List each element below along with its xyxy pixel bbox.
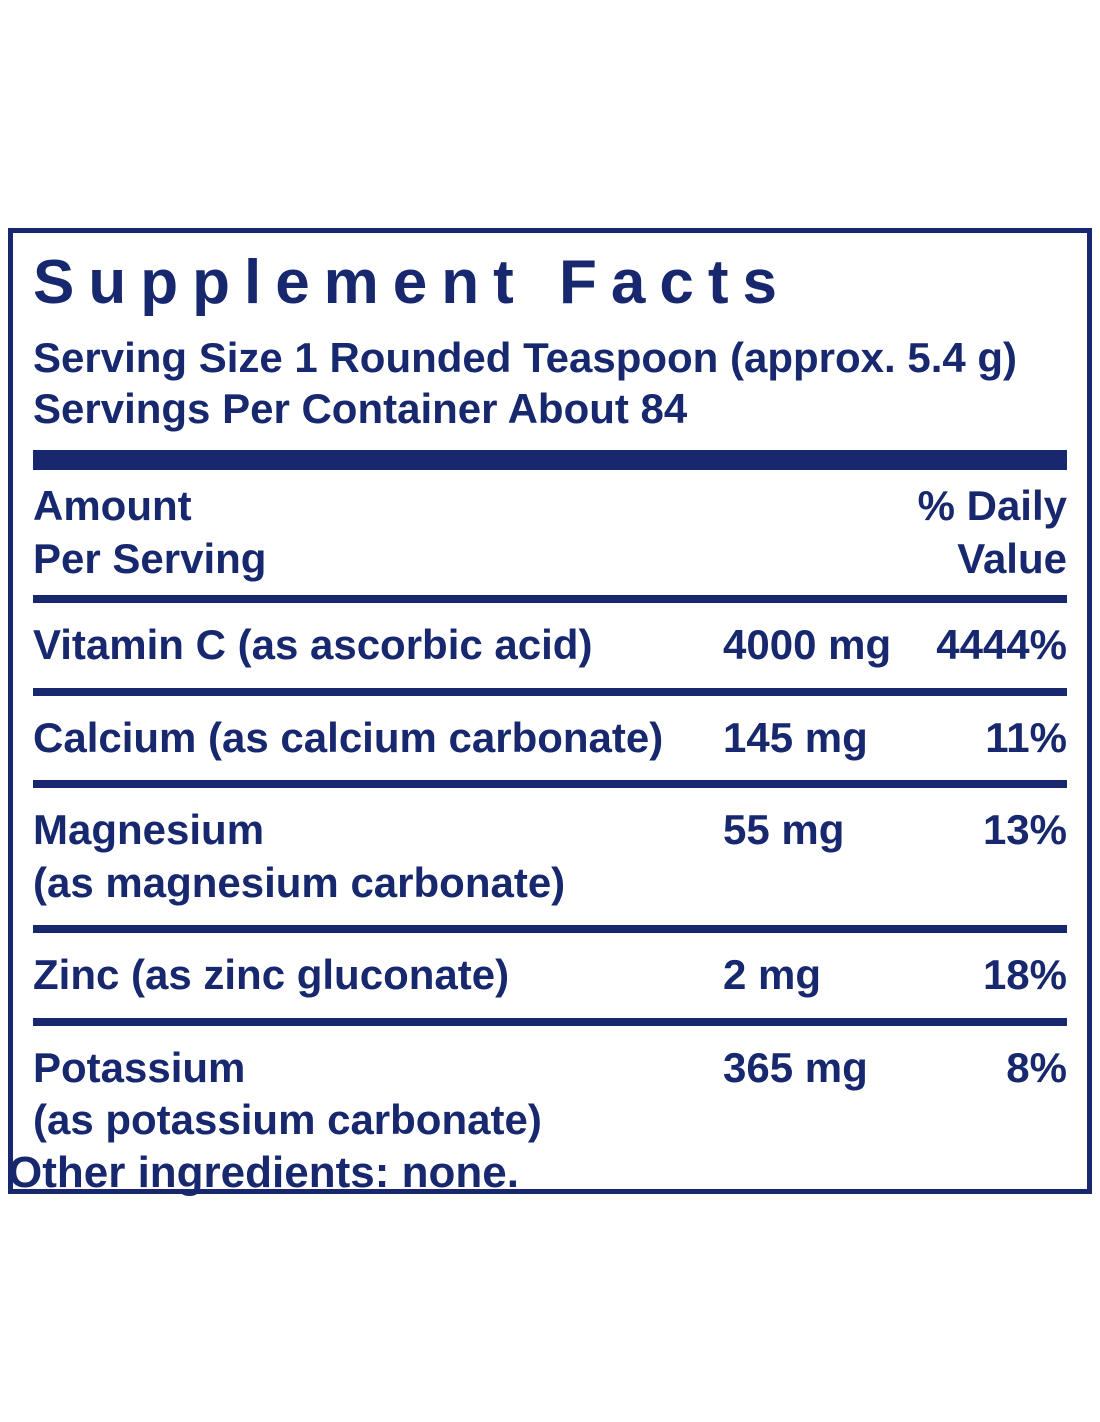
column-header-row: Amount Per Serving % Daily Value — [33, 476, 1067, 595]
nutrient-name-line1: Magnesium — [33, 806, 265, 854]
nutrient-amount: 55 mg — [723, 806, 845, 854]
nutrient-name-line1: Potassium — [33, 1043, 246, 1091]
nutrient-daily-value: 18% — [982, 951, 1067, 999]
nutrient-name-line2: (as potassium carbonate) — [33, 1096, 542, 1144]
nutrient-name-line1: Calcium (as calcium carbonate) — [33, 713, 664, 761]
serving-size-text: Serving Size 1 Rounded Teaspoon (approx.… — [33, 334, 1018, 381]
other-ingredients-text: Other ingredients: none. — [8, 1148, 519, 1197]
table-row: Magnesium (as magnesium carbonate) 55 mg… — [33, 788, 1067, 925]
table-row: Vitamin C (as ascorbic acid) 4000 mg 444… — [33, 603, 1067, 688]
table-row: Potassium (as potassium carbonate) 365 m… — [33, 1026, 1067, 1163]
nutrient-name-line1: Zinc (as zinc gluconate) — [33, 951, 510, 999]
nutrient-daily-value: 4444% — [936, 621, 1067, 669]
separator-double-line — [33, 1017, 1067, 1026]
nutrient-amount: 4000 mg — [723, 621, 892, 669]
header-thick-bar — [33, 450, 1067, 471]
nutrient-name: Potassium (as potassium carbonate) — [33, 1042, 723, 1147]
table-row: Calcium (as calcium carbonate) 145 mg 11… — [33, 696, 1067, 781]
nutrient-name-line1: Vitamin C (as ascorbic acid) — [33, 621, 593, 669]
nutrient-name: Calcium (as calcium carbonate) — [33, 712, 723, 765]
table-row: Zinc (as zinc gluconate) 2 mg 18% — [33, 933, 1067, 1018]
separator-double-line — [33, 925, 1067, 934]
nutrient-daily-value: 11% — [985, 713, 1067, 761]
nutrient-amount: 145 mg — [723, 713, 868, 761]
separator-double-line — [33, 780, 1067, 789]
nutrient-name: Magnesium (as magnesium carbonate) — [33, 804, 723, 909]
nutrient-name: Zinc (as zinc gluconate) — [33, 949, 723, 1002]
nutrient-daily-value: 8% — [1006, 1043, 1067, 1091]
nutrient-name-line2: (as magnesium carbonate) — [33, 858, 566, 906]
dv-header-line1: % Daily — [917, 482, 1067, 530]
nutrient-name: Vitamin C (as ascorbic acid) — [33, 619, 723, 672]
amount-header-line1: Amount — [33, 482, 192, 530]
nutrient-daily-value: 13% — [982, 806, 1067, 854]
daily-value-header: % Daily Value — [918, 480, 1067, 585]
nutrient-amount: 2 mg — [723, 951, 822, 999]
amount-header-line2: Per Serving — [33, 534, 267, 582]
dv-header-line2: Value — [957, 534, 1067, 582]
supplement-facts-title: Supplement Facts — [33, 248, 791, 317]
servings-per-container-text: Servings Per Container About 84 — [33, 385, 688, 433]
separator-double-line — [33, 595, 1067, 604]
separator-double-line — [33, 687, 1067, 696]
nutrient-amount: 365 mg — [723, 1043, 868, 1091]
supplement-facts-panel: Supplement Facts Serving Size 1 Rounded … — [8, 228, 1092, 1194]
amount-per-serving-header: Amount Per Serving — [33, 480, 266, 585]
